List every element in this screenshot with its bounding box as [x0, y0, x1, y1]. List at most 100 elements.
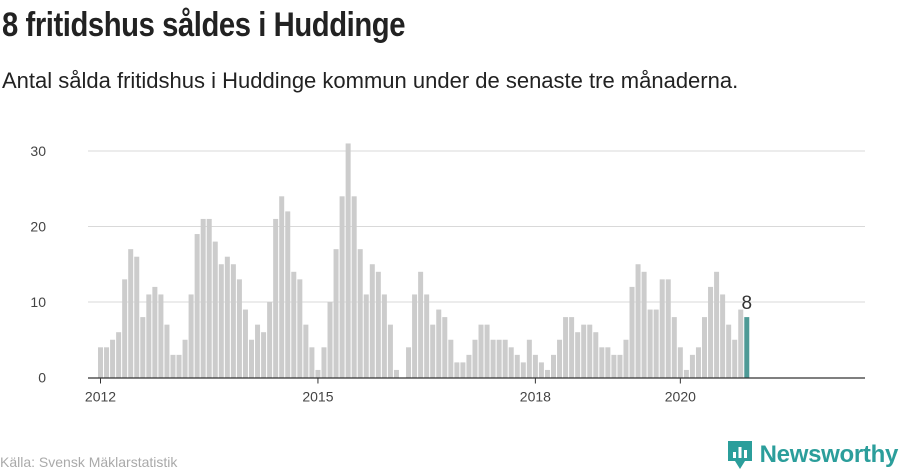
bar — [182, 339, 188, 378]
bar — [104, 347, 110, 378]
bar — [406, 347, 412, 378]
bar — [363, 294, 369, 378]
bar — [466, 354, 472, 378]
bar — [206, 218, 212, 378]
brand-logo[interactable]: Newsworthy — [727, 440, 898, 470]
bar — [659, 279, 665, 378]
bar — [677, 347, 683, 378]
bar — [665, 279, 671, 378]
bar — [249, 339, 254, 378]
bar — [714, 271, 720, 378]
bar — [442, 317, 448, 378]
bar — [720, 294, 726, 378]
bar — [218, 264, 224, 378]
x-tick-label: 2012 — [85, 389, 116, 405]
bar — [472, 339, 478, 378]
y-tick-label: 20 — [30, 219, 46, 235]
bar — [418, 271, 424, 378]
bar — [122, 279, 128, 378]
bar — [321, 347, 327, 378]
bar — [641, 271, 647, 378]
bar — [369, 264, 375, 378]
bar — [490, 339, 496, 378]
bar — [671, 317, 677, 378]
bar — [695, 347, 701, 378]
x-axis: 2012 2015 2018 2020 — [85, 377, 865, 405]
y-tick-label: 10 — [30, 294, 46, 310]
bar — [551, 354, 556, 378]
bar — [623, 339, 629, 378]
bar — [478, 324, 484, 378]
bar — [587, 324, 593, 378]
bar — [339, 196, 345, 378]
data-labels: 8 — [741, 293, 752, 314]
bar — [236, 279, 242, 378]
bars — [98, 143, 750, 378]
bar — [110, 339, 116, 378]
bar — [375, 271, 381, 378]
bar — [393, 369, 399, 378]
brand-name: Newsworthy — [759, 441, 899, 468]
bar — [327, 302, 333, 378]
bar — [285, 211, 291, 378]
bar — [333, 249, 339, 378]
bar — [629, 286, 635, 378]
bar — [581, 324, 587, 378]
bar — [261, 332, 267, 378]
bar — [569, 317, 575, 378]
bar — [526, 339, 532, 378]
bar — [351, 196, 357, 378]
bar — [496, 339, 502, 378]
chart-subtitle: Antal sålda fritidshus i Huddinge kommun… — [2, 68, 739, 93]
bar — [484, 324, 490, 378]
newsworthy-logo-icon — [727, 441, 752, 469]
bar — [164, 324, 170, 378]
bar — [188, 294, 194, 378]
bar — [116, 332, 122, 378]
bar — [345, 143, 351, 378]
bar — [212, 241, 218, 378]
source-note: Källa: Svensk Mäklarstatistik — [0, 454, 178, 470]
bar — [460, 362, 466, 378]
bar — [387, 324, 393, 378]
bar — [617, 354, 623, 378]
bar — [532, 354, 538, 378]
bar — [255, 324, 261, 378]
y-tick-label: 30 — [30, 143, 46, 159]
bar — [170, 354, 176, 378]
bar — [605, 347, 611, 378]
bar — [557, 339, 563, 378]
bar — [315, 369, 321, 378]
bar-chart: 0 10 20 30 2012 2015 2018 2020 8 — [30, 143, 865, 405]
bar — [224, 256, 230, 378]
bar — [267, 302, 273, 378]
bar — [448, 339, 454, 378]
bar — [514, 354, 520, 378]
bar — [575, 332, 581, 378]
bar — [502, 339, 508, 378]
bar — [689, 354, 695, 378]
bar — [279, 196, 285, 378]
x-tick-label: 2018 — [520, 389, 551, 405]
bar — [98, 347, 103, 378]
bar — [611, 354, 617, 378]
bar — [412, 294, 418, 378]
bar — [520, 362, 526, 378]
bar — [381, 294, 387, 378]
bar — [436, 309, 442, 378]
bar — [230, 264, 236, 378]
bar — [194, 234, 200, 378]
bar — [152, 286, 158, 378]
bar — [454, 362, 460, 378]
bar — [683, 369, 689, 378]
bar — [653, 309, 659, 378]
bar — [357, 249, 363, 378]
bar — [128, 249, 134, 378]
bar — [146, 294, 152, 378]
bar — [134, 256, 140, 378]
bar — [176, 354, 182, 378]
bar — [508, 347, 514, 378]
y-axis-ticks: 0 10 20 30 — [30, 143, 46, 386]
bar — [303, 324, 309, 378]
bar — [563, 317, 569, 378]
